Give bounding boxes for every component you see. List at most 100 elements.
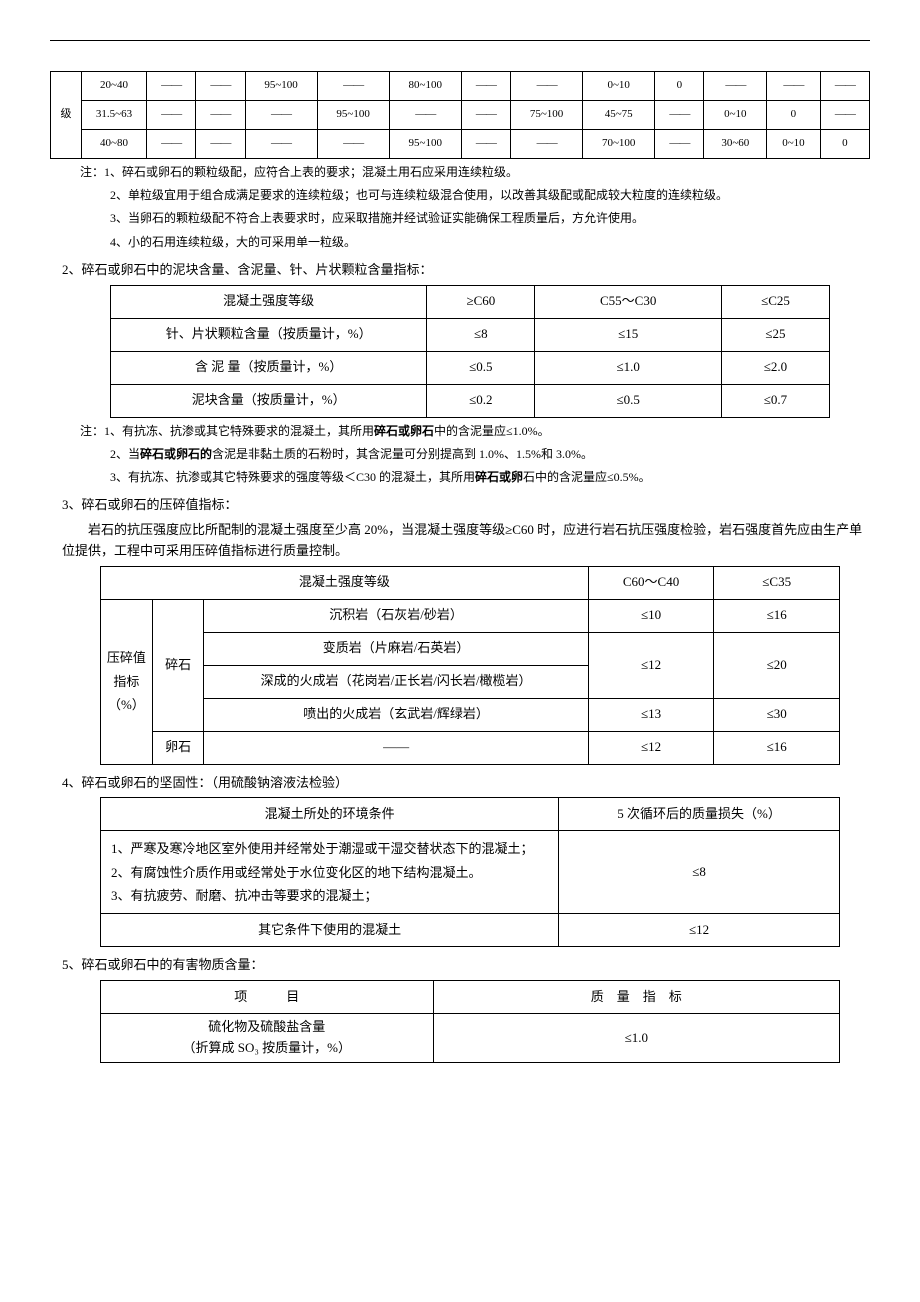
t1-cell: 0 [655,72,704,101]
t1-cell: —— [820,101,869,130]
t2-cell: ≤0.2 [427,384,535,417]
mud-content-table: 混凝土强度等级 ≥C60 C55～C30 ≤C25 针、片状颗粒含量（按质量计，… [110,285,830,418]
t1-cell: 75~100 [511,101,583,130]
note-text: 2、当碎石或卵石的含泥是非黏土质的石粉时，其含泥量可分别提高到 1.0%、1.5… [110,445,870,464]
t1-cell: —— [147,101,196,130]
t1-cell: —— [511,72,583,101]
t2-cell: ≤1.0 [535,351,722,384]
section-title: 5、碎石或卵石中的有害物质含量： [62,955,870,976]
t1-cell: —— [245,130,317,159]
t4-conditions: 1、严寒及寒冷地区室外使用并经常处于潮湿或干湿交替状态下的混凝土； 2、有腐蚀性… [101,831,559,914]
t3-rock-name: 喷出的火成岩（玄武岩/辉绿岩） [204,698,588,731]
crush-index-table: 混凝土强度等级 C60～C40 ≤C35 压碎值指标（%） 碎石 沉积岩（石灰岩… [100,566,840,765]
t1-cell: —— [767,72,820,101]
t1-cell: —— [704,72,767,101]
t1-cell: 95~100 [245,72,317,101]
t3-rock-name: —— [204,731,588,764]
t3-cell: ≤30 [714,698,840,731]
t3-rock-name: 沉积岩（石灰岩/砂岩） [204,599,588,632]
t2-cell: ≤15 [535,318,722,351]
note-text: 注：1、碎石或卵石的颗粒级配，应符合上表的要求；混凝土用石应采用连续粒级。 [80,163,870,182]
t1-cell: —— [317,130,389,159]
t2-header: C55～C30 [535,285,722,318]
t2-cell: ≤8 [427,318,535,351]
t1-cell: —— [655,130,704,159]
t1-cell: 0~10 [583,72,655,101]
note-text: 2、单粒级宜用于组合成满足要求的连续粒级；也可与连续粒级混合使用，以改善其级配或… [110,186,870,205]
section-title: 4、碎石或卵石的坚固性：（用硫酸钠溶液法检验） [62,773,870,794]
t1-cell: 0 [820,130,869,159]
t1-cell: —— [511,130,583,159]
t2-cell: ≤0.7 [721,384,829,417]
t3-header: ≤C35 [714,566,840,599]
note-text: 3、有抗冻、抗渗或其它特殊要求的强度等级＜C30 的混凝土，其所用碎石或卵石中的… [110,468,870,487]
t2-header: ≤C25 [721,285,829,318]
t3-group-label: 卵石 [152,731,204,764]
t3-rock-name: 变质岩（片麻岩/石英岩） [204,632,588,665]
section-title: 2、碎石或卵石中的泥块含量、含泥量、针、片状颗粒含量指标： [62,260,870,281]
t4-header: 5 次循环后的质量损失（%） [559,798,840,831]
t1-cell: 70~100 [583,130,655,159]
t1-cell: 45~75 [583,101,655,130]
section-title: 3、碎石或卵石的压碎值指标： [62,495,870,516]
note-text: 4、小的石用连续粒级，大的可采用单一粒级。 [110,233,870,252]
t4-cell: ≤8 [559,831,840,914]
note-text: 注：1、有抗冻、抗渗或其它特殊要求的混凝土，其所用碎石或卵石中的含泥量应≤1.0… [80,422,870,441]
t1-cell: —— [655,101,704,130]
t1-range: 31.5~63 [82,101,147,130]
t1-cell: 0~10 [767,130,820,159]
t1-cell: 80~100 [389,72,461,101]
t3-left-label: 压碎值指标（%） [101,599,153,764]
t5-header: 项 目 [101,981,434,1014]
t2-cell: ≤0.5 [535,384,722,417]
t3-group-label: 碎石 [152,599,204,731]
t2-header: ≥C60 [427,285,535,318]
t1-range: 40~80 [82,130,147,159]
t5-row-label: 硫化物及硫酸盐含量 （折算成 SO₃ 按质量计，%） [101,1014,434,1063]
t3-cell: ≤12 [588,632,714,698]
harmful-substance-table: 项 目 质 量 指 标 硫化物及硫酸盐含量 （折算成 SO₃ 按质量计，%） ≤… [100,980,840,1063]
t1-cell: —— [147,130,196,159]
t1-cell: —— [147,72,196,101]
t1-cell: —— [196,72,245,101]
t3-cell: ≤10 [588,599,714,632]
t1-cell: 0 [767,101,820,130]
t1-cell: 95~100 [389,130,461,159]
t3-rock-name: 深成的火成岩（花岗岩/正长岩/闪长岩/橄榄岩） [204,665,588,698]
t2-cell: ≤0.5 [427,351,535,384]
t3-cell: ≤12 [588,731,714,764]
durability-table: 混凝土所处的环境条件 5 次循环后的质量损失（%） 1、严寒及寒冷地区室外使用并… [100,797,840,947]
t2-header: 混凝土强度等级 [111,285,427,318]
t4-header: 混凝土所处的环境条件 [101,798,559,831]
t1-range: 20~40 [82,72,147,101]
t2-row-label: 针、片状颗粒含量（按质量计，%） [111,318,427,351]
t2-row-label: 泥块含量（按质量计，%） [111,384,427,417]
section-paragraph: 岩石的抗压强度应比所配制的混凝土强度至少高 20%，当混凝土强度等级≥C60 时… [62,520,870,562]
t1-cell: 0~10 [704,101,767,130]
t5-cell: ≤1.0 [433,1014,839,1063]
t2-row-label: 含 泥 量（按质量计，%） [111,351,427,384]
t3-cell: ≤20 [714,632,840,698]
t3-cell: ≤16 [714,599,840,632]
t3-cell: ≤16 [714,731,840,764]
t2-cell: ≤2.0 [721,351,829,384]
t1-cell: —— [389,101,461,130]
t5-header: 质 量 指 标 [433,981,839,1014]
t2-cell: ≤25 [721,318,829,351]
t1-cell: 95~100 [317,101,389,130]
t3-header: C60～C40 [588,566,714,599]
t4-cell: ≤12 [559,914,840,947]
t1-cell: —— [461,130,510,159]
t1-cell: —— [461,72,510,101]
t1-cell: —— [317,72,389,101]
note-text: 3、当卵石的颗粒级配不符合上表要求时，应采取措施并经试验证实能确保工程质量后，方… [110,209,870,228]
t1-cell: —— [245,101,317,130]
t1-cell: —— [461,101,510,130]
gradation-table: 级 20~40 —— —— 95~100 —— 80~100 —— —— 0~1… [50,71,870,159]
t1-cell: —— [196,101,245,130]
t3-cell: ≤13 [588,698,714,731]
t1-cell: —— [196,130,245,159]
t4-row-label: 其它条件下使用的混凝土 [101,914,559,947]
t1-left-label: 级 [51,72,82,159]
t1-cell: 30~60 [704,130,767,159]
